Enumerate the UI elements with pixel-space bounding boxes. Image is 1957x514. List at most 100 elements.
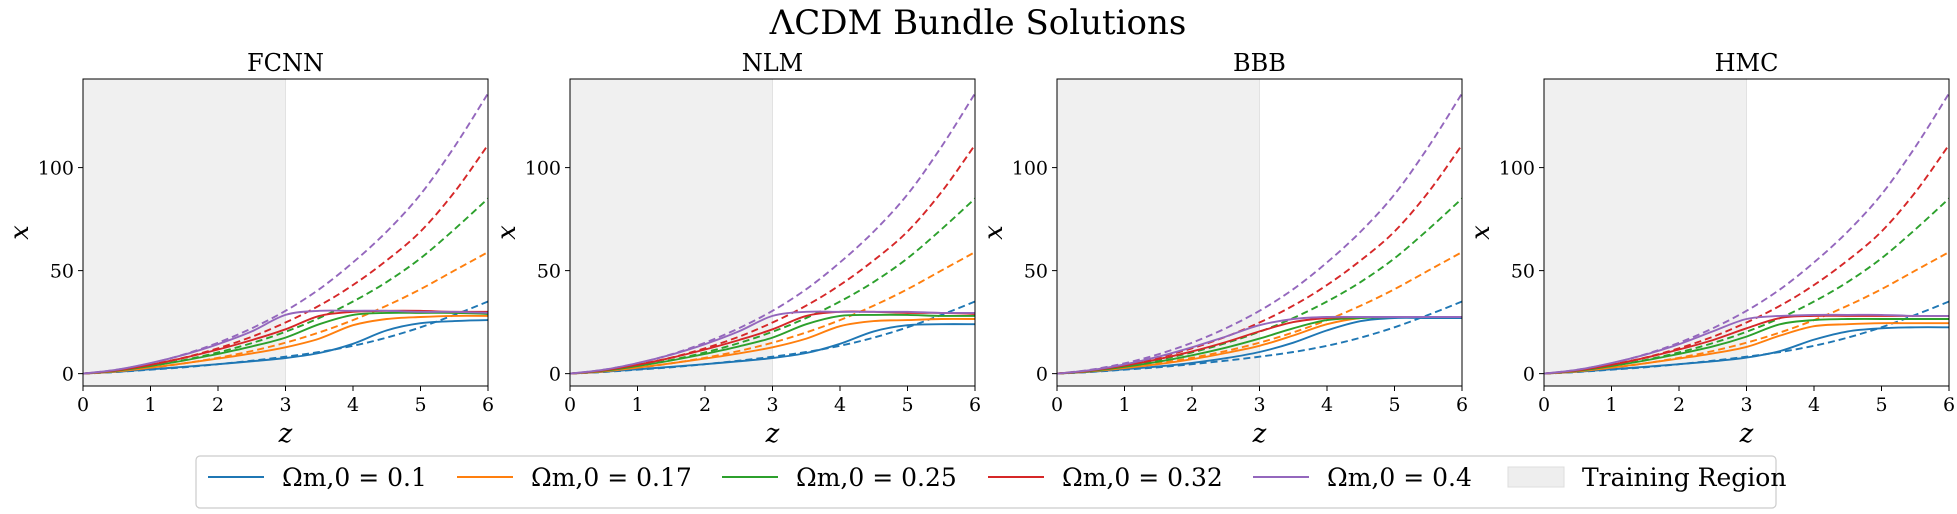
x-axis-label: z bbox=[765, 419, 780, 449]
x-tick-label: 6 bbox=[482, 394, 494, 416]
x-tick-label: 2 bbox=[699, 394, 711, 416]
series-line-025-solid bbox=[1544, 318, 1949, 375]
training-region bbox=[1543, 78, 1747, 387]
legend-label-training: Training Region bbox=[1582, 463, 1786, 492]
series-line-04-solid bbox=[570, 310, 975, 375]
y-axis-label: x bbox=[1466, 225, 1496, 240]
panel-fcnn: 0 1 2 3 4 5 6 0 50 100 FCNN z x bbox=[5, 49, 494, 449]
y-axis-label: x bbox=[5, 225, 35, 240]
legend-entry-0: Ωm,0 = 0.1 bbox=[208, 463, 427, 492]
legend-entry-1: Ωm,0 = 0.17 bbox=[457, 463, 692, 492]
legend-entry-4: Ωm,0 = 0.4 bbox=[1253, 463, 1472, 492]
y-tick-label: 0 bbox=[1523, 364, 1535, 386]
y-axis-label: x bbox=[492, 225, 522, 240]
series-line-017-solid bbox=[570, 318, 975, 375]
y-axis-label: x bbox=[979, 225, 1009, 240]
series-line-025-solid bbox=[570, 313, 975, 375]
series-line-01-solid bbox=[83, 319, 488, 375]
x-tick-label: 4 bbox=[1808, 394, 1820, 416]
y-tick-label: 50 bbox=[1024, 261, 1048, 283]
y-tick-label: 50 bbox=[50, 261, 74, 283]
legend-entry-training: Training Region bbox=[1507, 463, 1786, 492]
figure-title: ΛCDM Bundle Solutions bbox=[769, 3, 1187, 43]
x-tick-label: 0 bbox=[77, 394, 89, 416]
x-axis-label: z bbox=[278, 419, 293, 449]
panel-nlm: 0 1 2 3 4 5 6 0 50 100 NLM z x bbox=[492, 49, 981, 449]
x-tick-label: 6 bbox=[1943, 394, 1955, 416]
legend-label-0: Ωm,0 = 0.1 bbox=[282, 463, 427, 492]
x-tick-label: 4 bbox=[834, 394, 846, 416]
x-tick-label: 4 bbox=[347, 394, 359, 416]
series-group bbox=[83, 92, 488, 375]
x-tick-label: 3 bbox=[766, 394, 778, 416]
series-line-032-solid bbox=[83, 309, 488, 375]
series-line-025-solid bbox=[83, 311, 488, 375]
x-tick-label: 4 bbox=[1321, 394, 1333, 416]
panel-bbb: 0 1 2 3 4 5 6 0 50 100 BBB z x bbox=[979, 49, 1468, 449]
x-tick-label: 3 bbox=[1740, 394, 1752, 416]
x-tick-label: 0 bbox=[564, 394, 576, 416]
series-line-04-solid bbox=[1544, 313, 1949, 375]
legend-label-4: Ωm,0 = 0.4 bbox=[1327, 463, 1472, 492]
series-group bbox=[1057, 92, 1462, 375]
x-tick-label: 1 bbox=[631, 394, 643, 416]
series-line-032-solid bbox=[1544, 314, 1949, 375]
series-line-01-solid bbox=[570, 323, 975, 375]
x-tick-label: 6 bbox=[969, 394, 981, 416]
x-tick-label: 1 bbox=[144, 394, 156, 416]
y-tick-label: 100 bbox=[38, 158, 74, 180]
series-line-04-dashed bbox=[1057, 92, 1462, 375]
series-line-04-solid bbox=[1057, 315, 1462, 375]
panel-title: FCNN bbox=[247, 49, 324, 77]
x-tick-label: 5 bbox=[901, 394, 913, 416]
y-tick-label: 0 bbox=[549, 364, 561, 386]
x-tick-label: 1 bbox=[1118, 394, 1130, 416]
legend-swatch-training bbox=[1507, 466, 1565, 488]
legend-label-1: Ωm,0 = 0.17 bbox=[531, 463, 692, 492]
series-line-01-solid bbox=[1057, 316, 1462, 375]
legend-label-3: Ωm,0 = 0.32 bbox=[1062, 463, 1223, 492]
y-tick-label: 100 bbox=[1012, 158, 1048, 180]
series-line-01-solid bbox=[1544, 326, 1949, 375]
x-tick-label: 2 bbox=[212, 394, 224, 416]
x-tick-label: 5 bbox=[414, 394, 426, 416]
series-group bbox=[1544, 92, 1949, 375]
x-tick-label: 3 bbox=[1253, 394, 1265, 416]
training-region bbox=[82, 78, 286, 387]
series-line-017-solid bbox=[83, 314, 488, 375]
x-axis-label: z bbox=[1739, 419, 1754, 449]
series-line-04-solid bbox=[83, 309, 488, 375]
panel-title: NLM bbox=[742, 49, 804, 77]
legend-frame bbox=[195, 455, 1777, 509]
legend-label-2: Ωm,0 = 0.25 bbox=[796, 463, 957, 492]
panel-title: BBB bbox=[1233, 49, 1286, 77]
legend-entry-2: Ωm,0 = 0.25 bbox=[722, 463, 957, 492]
x-tick-label: 5 bbox=[1388, 394, 1400, 416]
y-tick-label: 100 bbox=[1499, 158, 1535, 180]
training-region bbox=[569, 78, 773, 387]
x-axis-label: z bbox=[1252, 419, 1267, 449]
y-tick-label: 50 bbox=[537, 261, 561, 283]
panel-hmc: 0 1 2 3 4 5 6 0 50 100 HMC z x bbox=[1466, 49, 1955, 449]
y-tick-label: 0 bbox=[1036, 364, 1048, 386]
x-tick-label: 2 bbox=[1673, 394, 1685, 416]
x-tick-label: 6 bbox=[1456, 394, 1468, 416]
x-tick-label: 0 bbox=[1538, 394, 1550, 416]
x-tick-label: 5 bbox=[1875, 394, 1887, 416]
legend-entry-3: Ωm,0 = 0.32 bbox=[988, 463, 1223, 492]
series-line-017-solid bbox=[1544, 322, 1949, 375]
panel-title: HMC bbox=[1715, 49, 1779, 77]
y-tick-label: 0 bbox=[62, 364, 74, 386]
y-tick-label: 50 bbox=[1511, 261, 1535, 283]
series-line-032-solid bbox=[570, 310, 975, 375]
x-tick-label: 1 bbox=[1605, 394, 1617, 416]
x-tick-label: 0 bbox=[1051, 394, 1063, 416]
x-tick-label: 2 bbox=[1186, 394, 1198, 416]
y-tick-label: 100 bbox=[525, 158, 561, 180]
legend: Ωm,0 = 0.1 Ωm,0 = 0.17 Ωm,0 = 0.25 Ωm,0 … bbox=[195, 455, 1786, 509]
training-region bbox=[1056, 78, 1260, 387]
x-tick-label: 3 bbox=[279, 394, 291, 416]
series-group bbox=[570, 92, 975, 375]
